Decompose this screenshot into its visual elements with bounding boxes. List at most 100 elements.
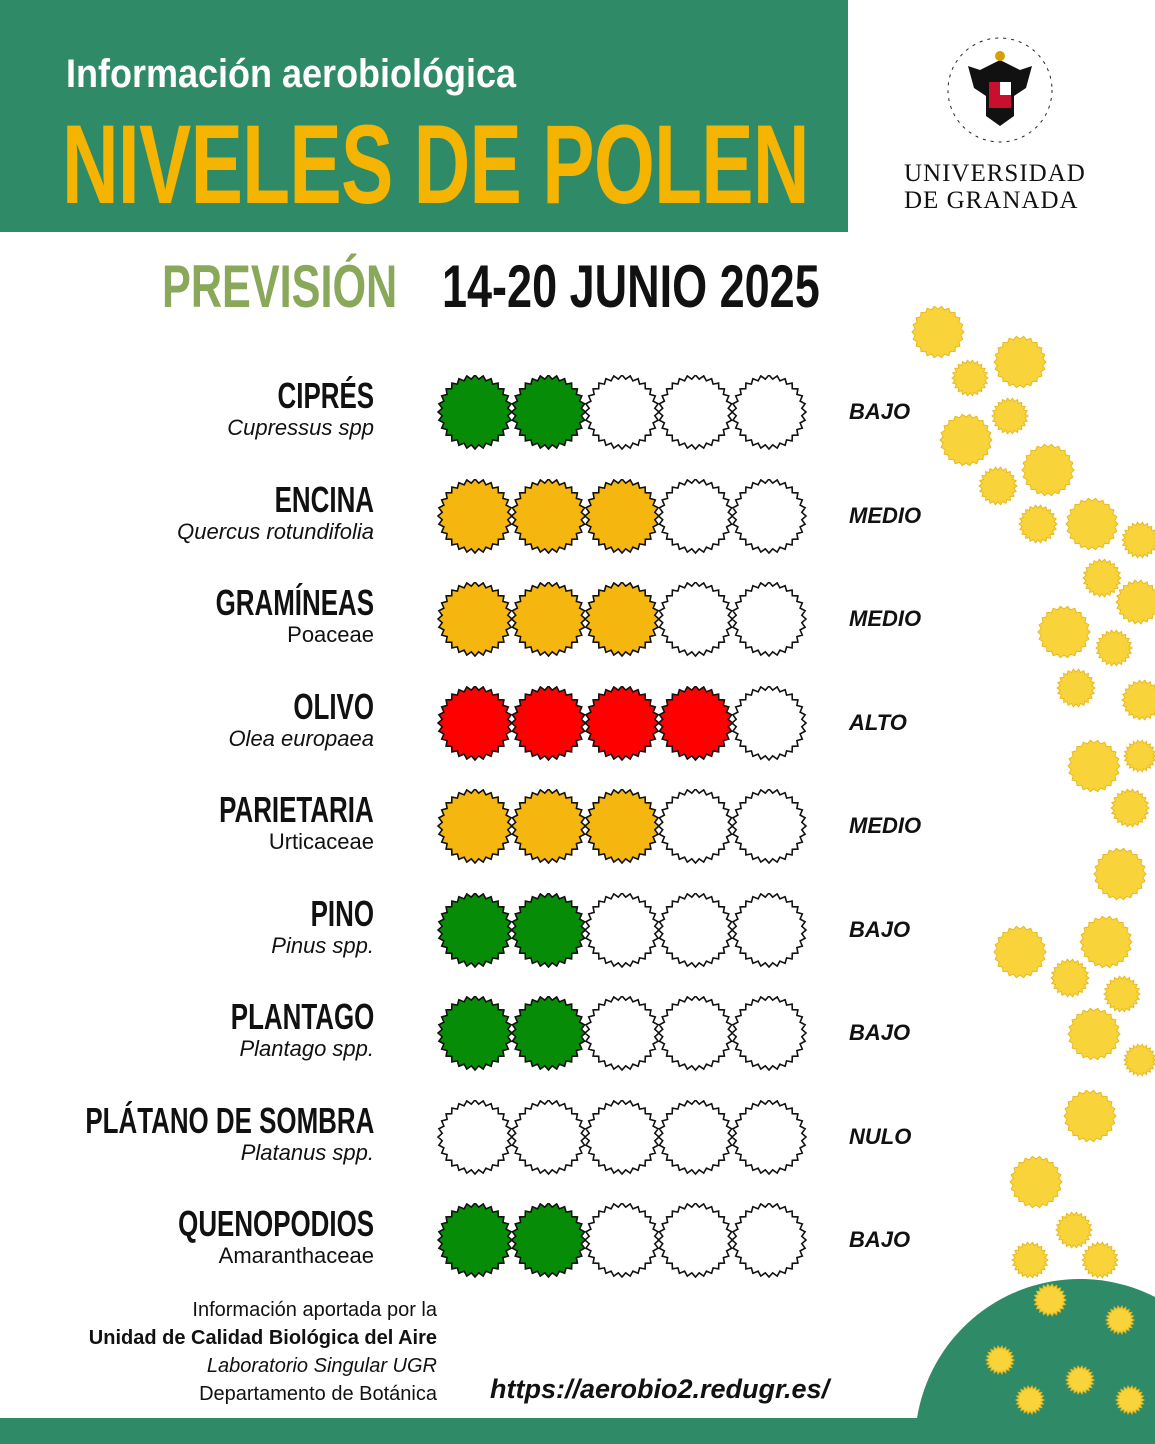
pollen-row: PLÁTANO DE SOMBRA Platanus spp. NULO [0,1099,1155,1190]
level-dot-empty [657,892,734,968]
level-dot-empty [730,892,808,968]
level-dot-filled [510,478,587,554]
level-dot-empty [583,375,661,451]
level-dot-filled [510,375,587,451]
level-dot-empty [510,1099,587,1175]
level-dot-filled [657,685,734,761]
pollen-grain-decor [1014,1384,1046,1416]
pollen-level: BAJO [849,916,911,942]
level-dot-filled [436,375,514,451]
pollen-scientific-name: Cupressus spp [227,415,374,440]
level-dot-empty [657,375,734,451]
pollen-row: CIPRÉS Cupressus spp BAJO [0,375,1155,465]
pollen-row: GRAMÍNEAS Poaceae MEDIO [0,582,1155,672]
level-dot-filled [510,685,587,761]
pollen-level: MEDIO [849,606,922,631]
footer-line-3: Laboratorio Singular UGR [206,1355,437,1377]
pollen-scientific-name: Poaceae [287,622,374,647]
pollen-row: PINO Pinus spp. BAJO [0,892,1155,983]
level-indicator [436,375,808,451]
bottom-bar [0,1418,1155,1444]
level-dot-empty [730,789,808,865]
pollen-row: QUENOPODIOS Amaranthaceae BAJO [0,1203,1155,1293]
pollen-row: OLIVO Olea europaea ALTO [0,685,1155,776]
header-banner: Información aerobiológica NIVELES DE POL… [0,0,848,232]
level-dot-empty [436,1099,514,1175]
level-dot-empty [730,582,808,658]
level-indicator [436,789,808,865]
pollen-row: PARIETARIA Urticaceae MEDIO [0,789,1155,879]
pollen-level: BAJO [849,1227,911,1252]
pollen-name: PARIETARIA [219,789,374,830]
level-dot-filled [510,892,587,968]
level-dot-empty [657,478,734,554]
pollen-level: MEDIO [849,502,922,528]
pollen-name: PLANTAGO [230,996,374,1037]
level-dot-empty [583,996,661,1072]
level-dot-filled [436,996,514,1072]
pollen-level: BAJO [849,399,911,424]
footer-credits: Información aportada por la Unidad de Ca… [89,1296,437,1408]
level-indicator [436,582,808,658]
level-dot-empty [583,892,661,968]
pollen-grain-decor [911,305,965,359]
pollen-scientific-name: Urticaceae [268,829,374,854]
pollen-grain-decor [984,1344,1016,1376]
level-dot-filled [583,789,661,865]
pollen-name: GRAMÍNEAS [215,582,374,623]
logo-line-2: DE GRANADA [904,187,1079,214]
pollen-name: QUENOPODIOS [178,1203,374,1244]
level-dot-empty [657,789,734,865]
pollen-scientific-name: Plantago spp. [239,1036,374,1061]
pollen-grain-decor [1114,1384,1146,1416]
pollen-level: NULO [849,1123,912,1149]
level-indicator [436,1099,808,1175]
level-dot-empty [730,996,808,1072]
pollen-level: BAJO [849,1020,911,1045]
pollen-level: ALTO [849,709,907,735]
website-link[interactable]: https://aerobio2.redugr.es/ [490,1374,830,1404]
level-dot-empty [583,1203,661,1279]
level-dot-empty [730,1203,808,1279]
level-dot-filled [436,892,514,968]
pollen-scientific-name: Platanus spp. [240,1139,374,1165]
level-indicator [436,1203,808,1279]
level-dot-empty [657,582,734,658]
level-dot-filled [583,582,661,658]
footer-line-2: Unidad de Calidad Biológica del Aire [88,1327,437,1349]
logo-line-1: UNIVERSIDAD [904,160,1086,187]
level-dot-filled [436,685,514,761]
page-title: NIVELES DE POLEN [62,102,810,227]
level-dot-filled [510,996,587,1072]
forecast-dates: 14-20 JUNIO 2025 [442,253,820,320]
pollen-name: ENCINA [274,478,374,520]
level-indicator [436,478,808,554]
level-dot-filled [436,789,514,865]
pollen-row: PLANTAGO Plantago spp. BAJO [0,996,1155,1086]
pollen-scientific-name: Quercus rotundifolia [177,518,374,544]
level-dot-empty [730,478,808,554]
level-dot-filled [436,478,514,554]
level-dot-empty [583,1099,661,1175]
level-dot-filled [436,582,514,658]
level-dot-filled [583,685,661,761]
pollen-scientific-name: Pinus spp. [271,932,374,958]
footer-line-1: Información aportada por la [192,1299,437,1321]
level-indicator [436,996,808,1072]
pollen-name: CIPRÉS [277,375,374,416]
pollen-name: PINO [310,892,374,934]
level-dot-filled [436,1203,514,1279]
pollen-scientific-name: Olea europaea [228,725,374,751]
level-dot-empty [730,1099,808,1175]
level-dot-empty [657,996,734,1072]
pollen-row: ENCINA Quercus rotundifolia MEDIO [0,478,1155,569]
level-dot-filled [510,1203,587,1279]
pollen-grain-decor [1104,1304,1136,1336]
level-dot-filled [510,582,587,658]
level-dot-empty [730,375,808,451]
level-indicator [436,892,808,968]
level-dot-filled [510,789,587,865]
forecast-label: PREVISIÓN [162,253,398,320]
pollen-grain-decor [1064,1364,1096,1396]
pollen-level: MEDIO [849,813,922,838]
